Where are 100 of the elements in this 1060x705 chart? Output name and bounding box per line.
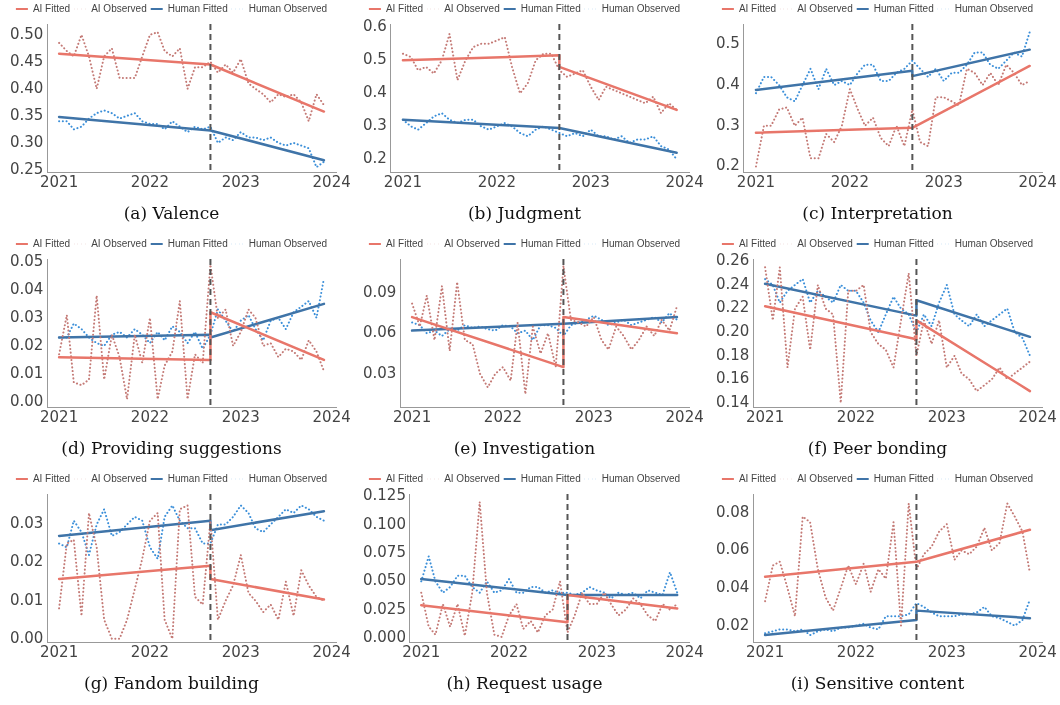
line-series <box>58 504 325 560</box>
legend-label: Human Observed <box>954 237 1034 249</box>
y-tick-label: 0.04 <box>9 279 44 298</box>
y-tick-label: 0.30 <box>9 132 44 151</box>
text: (c) Interpretation <box>802 203 953 224</box>
line-series <box>764 502 1031 627</box>
y-tick-label: 0.2 <box>716 156 740 175</box>
x-tick-label: 2024 <box>665 173 704 192</box>
x-tick-label: 2022 <box>130 173 170 192</box>
x-tick-label: 2022 <box>130 408 170 427</box>
y-tick-label: 0.02 <box>715 615 750 634</box>
y-tick-label: 0.02 <box>9 335 44 354</box>
legend-label: AI Observed <box>444 2 500 14</box>
y-tick-label: 0.4 <box>363 83 387 102</box>
legend-label: Human Observed <box>601 472 681 484</box>
legend-label: AI Observed <box>91 237 147 249</box>
y-tick-label: 0.075 <box>362 542 406 561</box>
x-tick-label: 2023 <box>927 408 966 427</box>
x-tick-label: 2023 <box>571 173 610 192</box>
x-tick-label: 2022 <box>830 173 869 192</box>
legend-label: AI Fitted <box>385 472 424 484</box>
x-tick-label: 2024 <box>312 173 351 192</box>
y-tick-label: 0.2 <box>363 149 387 168</box>
x-tick-label: 2022 <box>836 408 876 427</box>
x-tick-label: 2023 <box>221 173 260 192</box>
text: (b) Judgment <box>467 203 582 224</box>
legend-label: AI Fitted <box>32 2 71 14</box>
y-tick-label: 0.3 <box>716 115 740 134</box>
y-tick-label: 0.18 <box>715 345 750 364</box>
legend-label: AI Fitted <box>738 237 777 249</box>
text: (f) Peer bonding <box>807 438 948 459</box>
line-series <box>420 500 679 638</box>
x-tick-label: 2021 <box>383 173 423 192</box>
line-series <box>58 263 325 401</box>
x-tick-label: 2021 <box>40 643 79 662</box>
y-tick-label: 0.08 <box>715 502 750 521</box>
y-tick-label: 0.20 <box>715 322 750 341</box>
line-series <box>754 63 1031 168</box>
x-tick-label: 2023 <box>924 173 963 192</box>
x-tick-label: 2024 <box>1018 173 1057 192</box>
legend-label: AI Observed <box>797 472 853 484</box>
legend-label: Human Observed <box>601 237 681 249</box>
y-tick-label: 0.40 <box>9 78 44 97</box>
x-tick-label: 2024 <box>1018 408 1057 427</box>
legend-label: Human Fitted <box>873 472 934 484</box>
y-tick-label: 0.04 <box>715 577 750 596</box>
legend-label: AI Observed <box>797 2 853 14</box>
x-tick-label: 2024 <box>1018 643 1057 662</box>
x-tick-label: 2022 <box>836 643 876 662</box>
x-tick-label: 2023 <box>577 643 616 662</box>
y-tick-label: 0.06 <box>715 540 750 559</box>
y-tick-label: 0.03 <box>362 363 397 382</box>
legend-label: Human Fitted <box>167 472 228 484</box>
x-tick-label: 2023 <box>574 408 613 427</box>
x-tick-label: 2024 <box>312 643 351 662</box>
legend-label: Human Observed <box>954 472 1034 484</box>
x-tick-label: 2022 <box>477 173 516 192</box>
x-tick-label: 2023 <box>221 408 260 427</box>
text: (h) Request usage <box>446 673 603 694</box>
x-tick-label: 2022 <box>483 408 523 427</box>
x-tick-label: 2021 <box>402 643 441 662</box>
x-tick-label: 2024 <box>312 408 351 427</box>
x-tick-label: 2021 <box>746 643 785 662</box>
y-tick-label: 0.09 <box>362 282 397 301</box>
text: (i) Sensitive content <box>790 673 965 694</box>
legend-label: Human Fitted <box>873 2 934 14</box>
legend-label: Human Observed <box>248 2 328 14</box>
text: (a) Valence <box>123 203 220 224</box>
y-tick-label: 0.00 <box>9 391 44 410</box>
line-series <box>764 598 1031 637</box>
legend-label: AI Fitted <box>738 2 777 14</box>
y-tick-label: 0.03 <box>9 514 44 533</box>
legend-label: AI Observed <box>444 472 500 484</box>
y-tick-label: 0.06 <box>362 323 397 342</box>
legend-label: Human Fitted <box>167 2 228 14</box>
legend-label: AI Observed <box>797 237 853 249</box>
x-tick-label: 2021 <box>736 173 776 192</box>
legend-label: Human Fitted <box>520 472 581 484</box>
x-tick-label: 2024 <box>665 408 704 427</box>
legend-label: AI Fitted <box>738 472 777 484</box>
line-series <box>420 555 679 600</box>
y-tick-label: 0.050 <box>362 571 406 590</box>
x-tick-label: 2023 <box>221 643 260 662</box>
text: (d) Providing suggestions <box>61 438 282 459</box>
legend-label: Human Observed <box>248 237 328 249</box>
line-series <box>411 312 678 342</box>
legend-label: AI Fitted <box>32 472 71 484</box>
y-tick-label: 0.100 <box>362 514 406 533</box>
legend-label: AI Observed <box>91 472 147 484</box>
y-tick-label: 0.22 <box>715 298 750 317</box>
y-tick-label: 0.02 <box>9 552 44 571</box>
x-tick-label: 2021 <box>746 408 785 427</box>
y-tick-label: 0.5 <box>363 50 387 69</box>
legend-label: Human Fitted <box>520 237 581 249</box>
y-tick-label: 0.24 <box>715 274 750 293</box>
legend-label: Human Fitted <box>873 237 934 249</box>
y-tick-label: 0.3 <box>363 116 387 135</box>
y-tick-label: 0.16 <box>715 369 750 388</box>
text: (e) Investigation <box>453 438 596 459</box>
line-series <box>58 31 325 123</box>
